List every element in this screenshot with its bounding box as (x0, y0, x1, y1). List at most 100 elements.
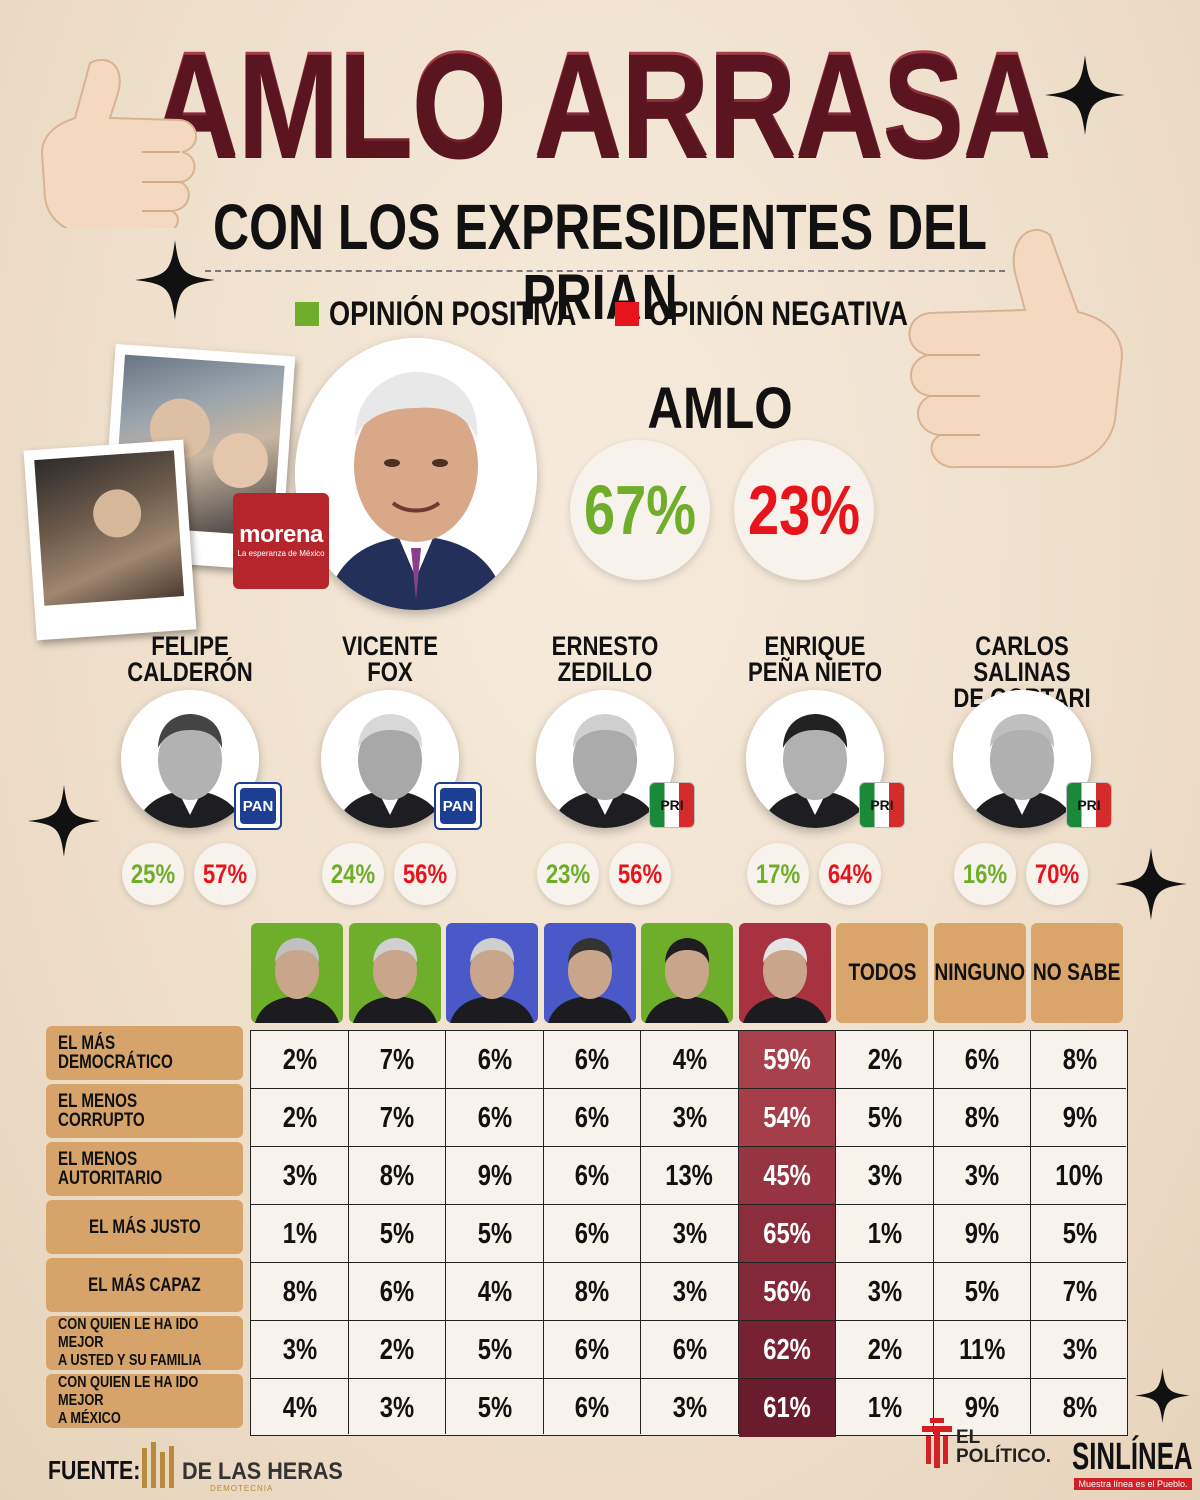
ex-president-positive-value: 25% (130, 858, 176, 889)
row-label: CON QUIEN LE HA IDO MEJOR A USTED Y SU FA… (46, 1316, 243, 1370)
row-label-line2: A MÉXICO (58, 1410, 121, 1427)
table-cell-value: 3% (672, 1275, 707, 1308)
table-cell-value: 6% (672, 1333, 707, 1366)
thumbs-up-icon-left (30, 48, 205, 236)
table-cell-value: 8% (379, 1159, 415, 1192)
table-cell: 3% (836, 1263, 933, 1321)
row-label-text: EL MÁS CAPAZ (88, 1274, 201, 1296)
table-cell: 2% (251, 1089, 348, 1147)
table-cell-value: 9% (964, 1391, 1000, 1424)
grid-line (835, 1031, 836, 1434)
table-cell-value: 54% (763, 1101, 811, 1134)
featured-negative-value: 23% (747, 471, 861, 549)
column-photo-fox (446, 923, 538, 1023)
morena-logo: morena La esperanza de México (233, 493, 329, 589)
table-cell-value: 8% (282, 1275, 317, 1308)
ex-president-negative: 56% (609, 843, 671, 905)
ex-president-positive-value: 17% (755, 858, 801, 889)
table-cell: 6% (544, 1031, 641, 1089)
table-cell-value: 2% (867, 1043, 902, 1076)
ex-president-name-line1: ERNESTO (551, 631, 659, 661)
source-name: DE LAS HERAS (182, 1458, 343, 1485)
table-cell-value: 4% (672, 1043, 707, 1076)
table-cell-value: 65% (763, 1217, 811, 1250)
table-cell: 6% (544, 1147, 641, 1205)
row-label-text: CON QUIEN LE HA IDO MEJOR A USTED Y SU FA… (58, 1316, 206, 1370)
divider (205, 270, 1005, 272)
table-cell: 3% (641, 1379, 738, 1437)
ex-president-positive: 16% (954, 843, 1016, 905)
table-cell-value: 13% (665, 1159, 714, 1192)
table-cell: 6% (544, 1321, 641, 1379)
party-logo-text: PAN (242, 797, 274, 815)
table-cell-value: 5% (1062, 1217, 1097, 1250)
sparkle-icon (1115, 848, 1187, 920)
table-cell: 6% (349, 1263, 446, 1321)
ex-president-name: ENRIQUE PEÑA NIETO (733, 633, 897, 686)
ex-president-positive-value: 23% (545, 858, 591, 889)
table-cell-value: 5% (477, 1391, 512, 1424)
featured-positive-value: 67% (583, 471, 697, 549)
table-cell: 9% (934, 1205, 1031, 1263)
ex-president-positive-value: 24% (330, 858, 376, 889)
subtitle: CON LOS EXPRESIDENTES DEL PRIAN (213, 191, 987, 333)
column-header-label: NINGUNO (934, 959, 1025, 986)
table-cell-value: 6% (477, 1101, 512, 1134)
table-cell: 5% (836, 1089, 933, 1147)
table-cell: 5% (934, 1263, 1031, 1321)
table-cell: 6% (446, 1089, 543, 1147)
table-cell: 3% (934, 1147, 1031, 1205)
morena-logo-tagline: La esperanza de México (237, 549, 325, 558)
featured-positive: 67% (570, 440, 710, 580)
morena-logo-text: morena (239, 521, 323, 548)
column-header: TODOS (836, 923, 928, 1023)
table-cell-value: 5% (477, 1333, 512, 1366)
table-cell: 8% (934, 1089, 1031, 1147)
table-cell-value: 6% (574, 1333, 610, 1366)
table-cell: 8% (1031, 1379, 1128, 1437)
table-cell-value: 3% (672, 1391, 707, 1424)
party-logo-text: PRI (1077, 797, 1101, 813)
table-cell-value: 9% (964, 1217, 1000, 1250)
table-cell-value: 4% (477, 1275, 512, 1308)
grid-line (445, 1031, 446, 1434)
table-cell: 1% (836, 1379, 933, 1437)
table-cell-value: 6% (574, 1101, 610, 1134)
row-label-text: EL MÁS JUSTO (88, 1216, 201, 1238)
ex-president-name-line1: CARLOS SALINAS (973, 631, 1071, 687)
legend-positive: OPINIÓN POSITIVA (295, 295, 638, 333)
table-cell: 59% (738, 1031, 836, 1089)
column-header-label: TODOS (848, 959, 916, 986)
table-cell: 5% (446, 1379, 543, 1437)
column-header: NINGUNO (933, 923, 1026, 1023)
table-cell: 54% (738, 1089, 836, 1147)
table-cell-value: 8% (1062, 1043, 1097, 1076)
table-cell: 9% (1031, 1089, 1128, 1147)
ex-president-portrait (121, 690, 259, 828)
table-cell-value: 45% (763, 1159, 811, 1192)
ex-president-negative: 64% (819, 843, 881, 905)
table-cell: 1% (251, 1205, 348, 1263)
table-cell-value: 1% (282, 1217, 317, 1250)
legend-negative: OPINIÓN NEGATIVA (615, 295, 973, 333)
party-logo-text: PAN (442, 797, 474, 815)
table-cell-value: 3% (867, 1275, 902, 1308)
table-cell: 2% (836, 1321, 933, 1379)
table-cell-value: 7% (379, 1043, 415, 1076)
ex-president-positive: 17% (747, 843, 809, 905)
table-cell: 3% (641, 1263, 738, 1321)
pri-party-logo: PRI (649, 782, 695, 828)
ex-president-name-line1: FELIPE (151, 631, 229, 661)
pan-party-logo: PAN (234, 782, 282, 830)
table-cell: 3% (641, 1205, 738, 1263)
column-photo-zedillo (348, 923, 441, 1023)
table-cell: 5% (446, 1321, 543, 1379)
table-cell: 3% (349, 1379, 446, 1437)
table-cell: 6% (446, 1031, 543, 1089)
column-photo-amlo (738, 923, 831, 1023)
table-cell: 9% (446, 1147, 543, 1205)
table-cell: 9% (934, 1379, 1031, 1437)
amlo-portrait (295, 338, 537, 610)
column-header-label: NO SABE (1033, 959, 1121, 986)
table-cell-value: 1% (867, 1217, 902, 1250)
